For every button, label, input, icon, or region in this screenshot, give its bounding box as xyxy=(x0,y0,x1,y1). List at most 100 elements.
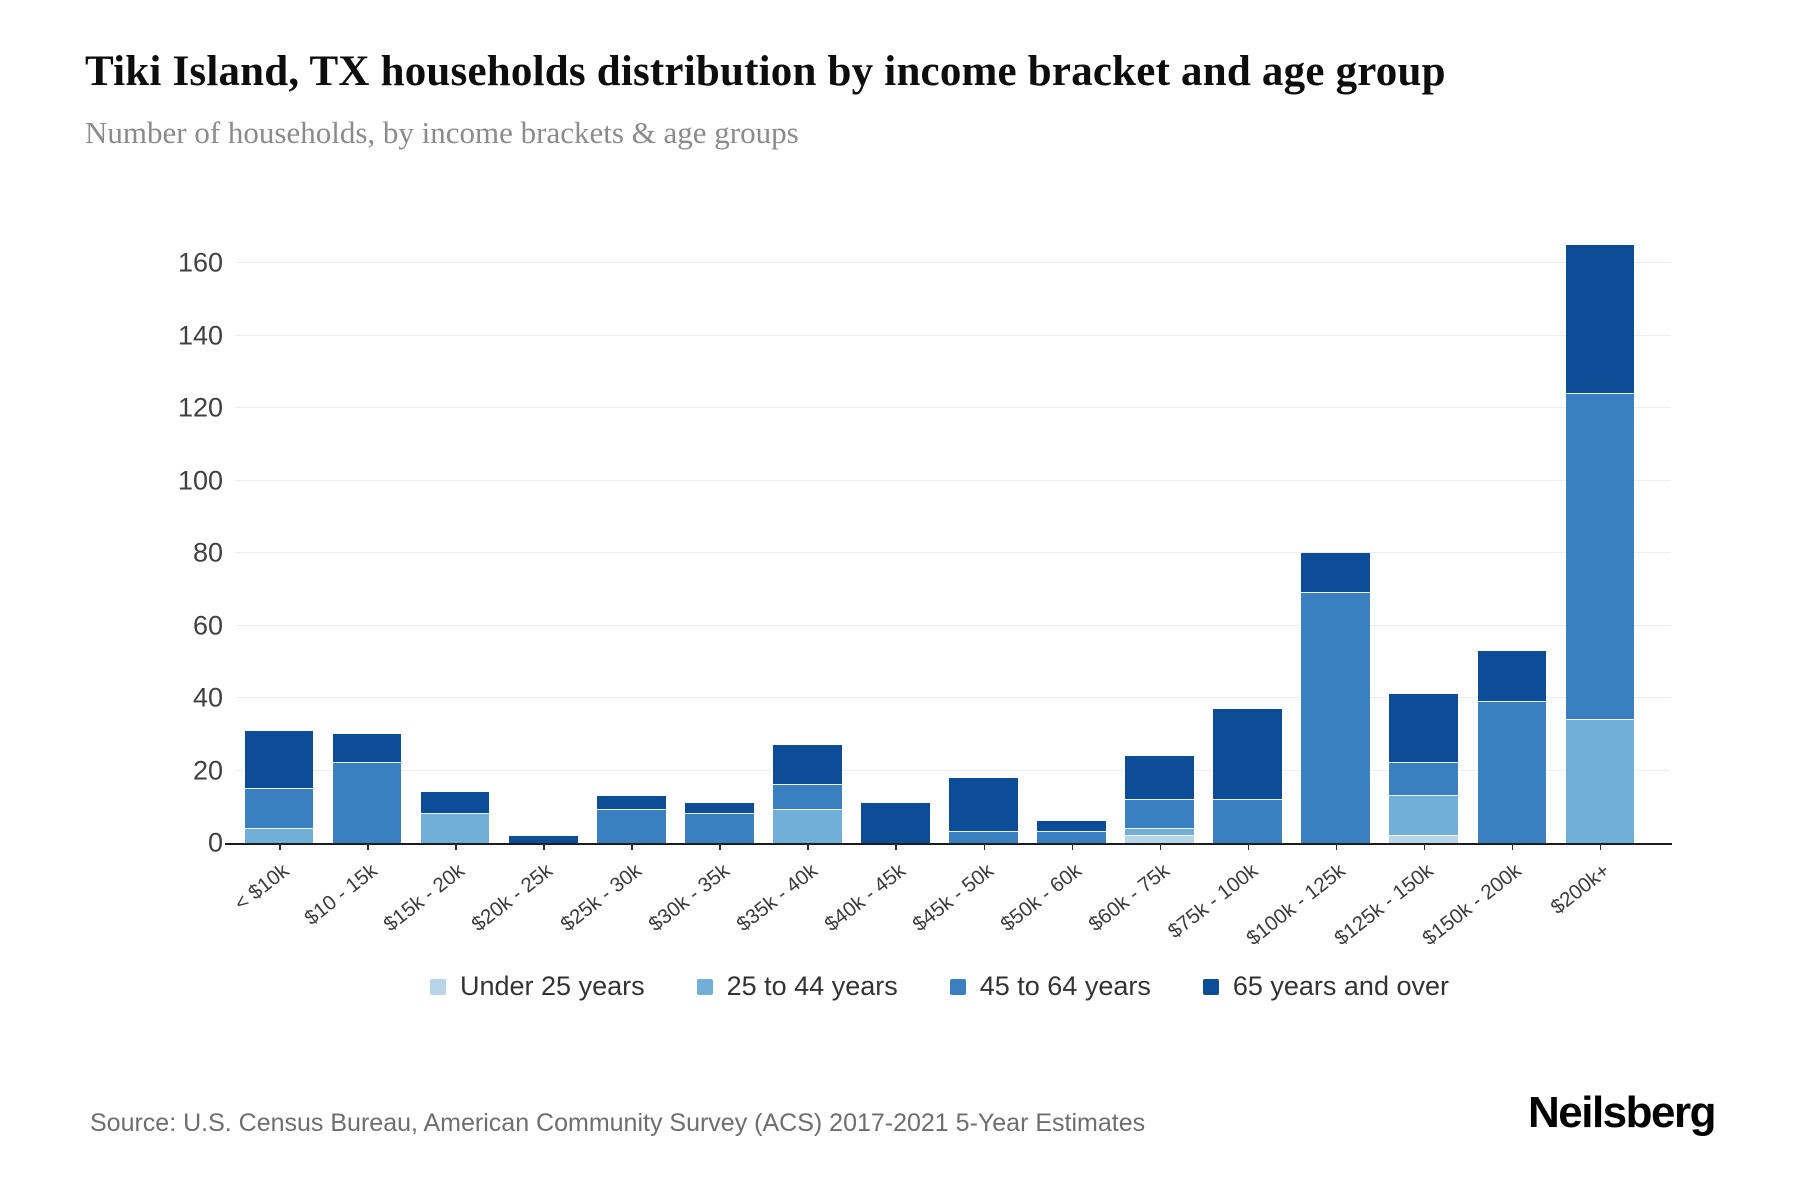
legend-swatch xyxy=(949,978,966,995)
bar-segment[interactable] xyxy=(1389,835,1459,844)
gridline-y-80 xyxy=(235,552,1670,554)
bar-$35k - 40k[interactable] xyxy=(773,745,842,844)
chart-subtitle: Number of households, by income brackets… xyxy=(85,115,799,151)
bar-segment[interactable] xyxy=(684,803,754,815)
bar-segment[interactable] xyxy=(1565,393,1635,720)
bar-segment[interactable] xyxy=(420,792,490,815)
bar-segment[interactable] xyxy=(1565,244,1635,394)
bar-$10 - 15k[interactable] xyxy=(332,734,402,844)
bar-segment[interactable] xyxy=(949,777,1018,833)
bar-$100k - 125k[interactable] xyxy=(1301,553,1371,844)
x-axis-tick-label: $20k - 25k xyxy=(467,859,558,937)
bar-$50k - 60k[interactable] xyxy=(1037,821,1106,844)
x-axis-tick-label: $60k - 75k xyxy=(1084,859,1174,937)
bar-$75k - 100k[interactable] xyxy=(1213,708,1283,844)
bar-segment[interactable] xyxy=(1213,799,1283,844)
bar-$25k - 30k[interactable] xyxy=(596,795,666,844)
bar-segment[interactable] xyxy=(1125,828,1194,836)
x-axis-tick xyxy=(1599,843,1602,851)
x-axis-tick xyxy=(367,843,369,851)
bar-$45k - 50k[interactable] xyxy=(949,777,1018,844)
bar-slot: $150k - 200k xyxy=(1419,143,1556,950)
bar-segment[interactable] xyxy=(1389,795,1459,836)
gridline-y-120 xyxy=(235,407,1670,409)
bar-slot: $10 - 15k xyxy=(300,143,411,930)
bar-segment[interactable] xyxy=(332,734,402,764)
chart-page: Tiki Island, TX households distribution … xyxy=(85,48,1722,1002)
gridline-y-20 xyxy=(235,769,1670,771)
bar-segment[interactable] xyxy=(1389,763,1459,796)
bar-< $10k[interactable] xyxy=(244,730,314,844)
bar-segment[interactable] xyxy=(1477,650,1547,702)
legend-label: 45 to 64 years xyxy=(979,971,1151,1002)
bar-segment[interactable] xyxy=(861,803,930,844)
bar-segment[interactable] xyxy=(1125,799,1194,829)
x-axis-line xyxy=(225,842,1672,846)
gridline-y-160 xyxy=(235,262,1670,264)
legend-item-25-to-44-years[interactable]: 25 to 44 years xyxy=(696,971,898,1002)
y-axis-tick-label: 120 xyxy=(177,392,223,423)
footer: Source: U.S. Census Bureau, American Com… xyxy=(90,1088,1717,1138)
bar-segment[interactable] xyxy=(1389,694,1459,764)
chart-title: Tiki Island, TX households distribution … xyxy=(85,48,1446,95)
legend-item-under-25-years[interactable]: Under 25 years xyxy=(430,971,645,1002)
x-axis-tick xyxy=(631,843,633,851)
bar-segment[interactable] xyxy=(773,745,842,786)
x-axis-tick xyxy=(455,843,457,851)
bar-segment[interactable] xyxy=(244,788,314,829)
y-axis-tick-label: 100 xyxy=(177,465,223,496)
bar-segment[interactable] xyxy=(1125,835,1194,844)
legend-label: 65 years and over xyxy=(1232,971,1449,1002)
bars-row: < $10k $10 - 15k $15k - 20k $20k - 25k $25k … xyxy=(230,143,1644,950)
x-axis-tick xyxy=(807,843,809,851)
bar-segment[interactable] xyxy=(773,785,842,811)
bar-segment[interactable] xyxy=(949,832,1018,844)
bar-segment[interactable] xyxy=(1037,821,1106,833)
bar-segment[interactable] xyxy=(684,814,754,844)
x-axis-tick xyxy=(719,843,721,851)
bar-segment[interactable] xyxy=(1565,719,1635,844)
bar-$40k - 45k[interactable] xyxy=(861,803,930,844)
bar-slot: $25k - 30k xyxy=(556,143,675,936)
bar-segment[interactable] xyxy=(332,763,402,844)
bar-segment[interactable] xyxy=(1125,756,1194,800)
bar-segment[interactable] xyxy=(244,828,314,844)
plot-area: < $10k $10 - 15k $15k - 20k $20k - 25k $25k … xyxy=(178,244,1672,950)
bar-segment[interactable] xyxy=(1213,708,1283,800)
bar-segment[interactable] xyxy=(596,795,666,811)
x-axis-tick xyxy=(279,843,281,851)
chart-container: < $10k $10 - 15k $15k - 20k $20k - 25k $25k … xyxy=(85,244,1722,950)
legend-swatch xyxy=(696,978,713,995)
bar-$200k+[interactable] xyxy=(1565,244,1635,844)
bar-$30k - 35k[interactable] xyxy=(684,803,754,844)
bar-segment[interactable] xyxy=(1477,701,1547,844)
bar-$125k - 150k[interactable] xyxy=(1389,694,1459,844)
legend-item-45-to-64-years[interactable]: 45 to 64 years xyxy=(949,971,1151,1002)
bar-slot: < $10k xyxy=(230,143,323,915)
x-axis-tick xyxy=(1071,843,1074,851)
bar-segment[interactable] xyxy=(1301,553,1371,593)
y-axis-tick-label: 80 xyxy=(192,537,223,568)
bar-segment[interactable] xyxy=(420,814,490,844)
x-axis-tick-label: $25k - 30k xyxy=(555,859,646,937)
bar-segment[interactable] xyxy=(773,810,842,844)
bar-slot: $15k - 20k xyxy=(380,143,499,936)
x-axis-tick-label: $10 - 15k xyxy=(299,859,382,930)
bar-$20k - 25k[interactable] xyxy=(508,835,578,844)
x-axis-tick xyxy=(895,843,897,851)
bar-segment[interactable] xyxy=(596,810,666,844)
legend: Under 25 years 25 to 44 years 45 to 64 yea… xyxy=(235,971,1644,1002)
bar-segment[interactable] xyxy=(1301,592,1371,844)
bar-segment[interactable] xyxy=(508,835,578,844)
bar-$150k - 200k[interactable] xyxy=(1477,650,1547,844)
bar-segment[interactable] xyxy=(1037,832,1106,844)
legend-item-65-years-and-over[interactable]: 65 years and over xyxy=(1202,971,1449,1002)
bar-$60k - 75k[interactable] xyxy=(1125,756,1194,844)
gridline-y-40 xyxy=(235,697,1670,699)
y-axis-tick-label: 20 xyxy=(192,755,223,786)
bar-segment[interactable] xyxy=(244,730,314,789)
neilsberg-logo: Neilsberg xyxy=(1527,1088,1717,1137)
bar-slot: $30k - 35k xyxy=(644,143,763,936)
bar-slot: $75k - 100k xyxy=(1163,143,1292,943)
bar-$15k - 20k[interactable] xyxy=(420,792,490,844)
